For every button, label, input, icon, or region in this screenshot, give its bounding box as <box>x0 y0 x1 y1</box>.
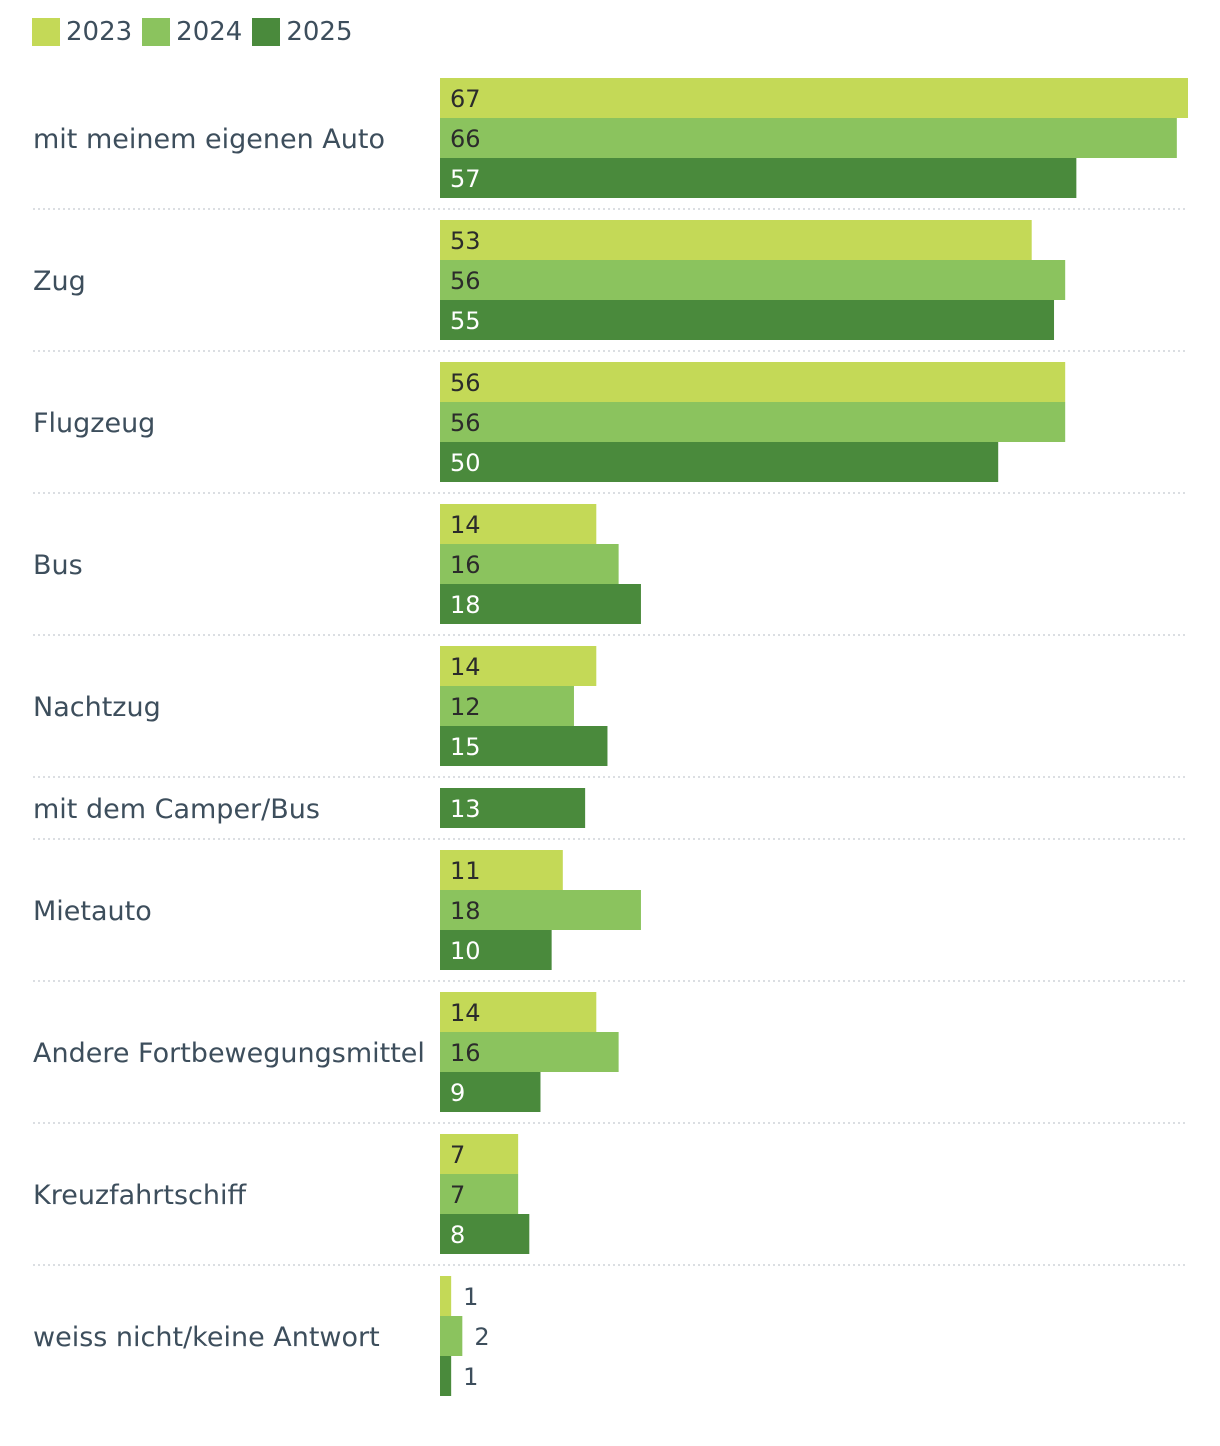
bar-7-2024[interactable] <box>440 1032 619 1072</box>
legend-item-2025[interactable]: 2025 <box>252 17 353 47</box>
bar-3-2025[interactable] <box>440 584 641 624</box>
bar-0-2025[interactable] <box>440 158 1077 198</box>
data-label-2-2024: 56 <box>450 409 481 437</box>
data-label-5-2025: 13 <box>450 795 481 823</box>
data-label-3-2025: 18 <box>450 591 481 619</box>
bar-3-2023[interactable] <box>440 504 597 544</box>
category-label-1: Zug <box>33 266 86 297</box>
bar-2-2025[interactable] <box>440 442 999 482</box>
legend: 2023 2024 2025 <box>32 14 363 50</box>
category-label-9: weiss nicht/keine Antwort <box>33 1322 380 1353</box>
legend-item-2024[interactable]: 2024 <box>142 17 242 47</box>
data-label-3-2023: 14 <box>450 511 481 539</box>
data-label-2-2025: 50 <box>450 449 481 477</box>
data-label-1-2025: 55 <box>450 307 481 335</box>
legend-label-2024: 2024 <box>176 17 243 47</box>
bar-6-2023[interactable] <box>440 850 563 890</box>
bar-1-2024[interactable] <box>440 260 1066 300</box>
data-label-9-2024: 2 <box>474 1323 489 1351</box>
data-label-0-2023: 67 <box>450 85 481 113</box>
data-label-0-2024: 66 <box>450 125 481 153</box>
data-label-3-2024: 16 <box>450 551 481 579</box>
data-label-4-2025: 15 <box>450 733 481 761</box>
category-label-7: Andere Fortbewegungsmittel <box>33 1038 425 1069</box>
data-label-6-2024: 18 <box>450 897 481 925</box>
data-label-8-2023: 7 <box>450 1141 465 1169</box>
bar-1-2023[interactable] <box>440 220 1032 260</box>
data-label-0-2025: 57 <box>450 165 481 193</box>
bar-6-2024[interactable] <box>440 890 641 930</box>
bar-8-2023[interactable] <box>440 1134 519 1174</box>
data-label-9-2025: 1 <box>463 1363 478 1391</box>
data-label-4-2024: 12 <box>450 693 481 721</box>
bar-2-2023[interactable] <box>440 362 1066 402</box>
category-label-2: Flugzeug <box>33 408 155 439</box>
bar-7-2025[interactable] <box>440 1072 541 1112</box>
bar-2-2024[interactable] <box>440 402 1066 442</box>
legend-swatch-2024 <box>142 18 171 46</box>
bar-1-2025[interactable] <box>440 300 1055 340</box>
bar-5-2025[interactable] <box>440 788 586 828</box>
bar-4-2024[interactable] <box>440 686 574 726</box>
bar-4-2023[interactable] <box>440 646 597 686</box>
legend-label-2025: 2025 <box>286 17 353 47</box>
category-label-0: mit meinem eigenen Auto <box>33 124 385 155</box>
legend-item-2023[interactable]: 2023 <box>32 17 132 47</box>
data-label-2-2023: 56 <box>450 369 481 397</box>
data-label-1-2023: 53 <box>450 227 481 255</box>
data-label-8-2025: 8 <box>450 1221 465 1249</box>
bar-9-2025[interactable] <box>440 1356 452 1396</box>
legend-swatch-2025 <box>252 18 281 46</box>
data-label-6-2025: 10 <box>450 937 481 965</box>
bar-7-2023[interactable] <box>440 992 597 1032</box>
bar-0-2023[interactable] <box>440 78 1188 118</box>
data-label-7-2025: 9 <box>450 1079 465 1107</box>
category-label-4: Nachtzug <box>33 692 161 723</box>
data-label-8-2024: 7 <box>450 1181 465 1209</box>
data-label-4-2023: 14 <box>450 653 481 681</box>
bar-9-2024[interactable] <box>440 1316 463 1356</box>
bar-8-2024[interactable] <box>440 1174 519 1214</box>
data-label-1-2024: 56 <box>450 267 481 295</box>
legend-swatch-2023 <box>32 18 60 46</box>
bar-9-2023[interactable] <box>440 1276 452 1316</box>
bar-4-2025[interactable] <box>440 726 608 766</box>
data-label-7-2024: 16 <box>450 1039 481 1067</box>
category-label-5: mit dem Camper/Bus <box>33 794 320 825</box>
legend-label-2023: 2023 <box>66 17 133 47</box>
category-label-8: Kreuzfahrtschiff <box>33 1180 247 1211</box>
bar-0-2024[interactable] <box>440 118 1177 158</box>
category-label-6: Mietauto <box>33 896 152 927</box>
data-label-6-2023: 11 <box>450 857 481 885</box>
bar-8-2025[interactable] <box>440 1214 530 1254</box>
bar-3-2024[interactable] <box>440 544 619 584</box>
data-label-7-2023: 14 <box>450 999 481 1027</box>
data-label-9-2023: 1 <box>463 1283 478 1311</box>
category-label-3: Bus <box>33 550 83 581</box>
bar-6-2025[interactable] <box>440 930 552 970</box>
